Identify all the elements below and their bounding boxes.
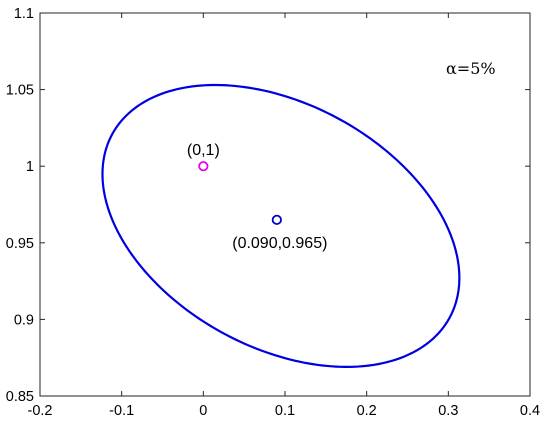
x-tick-label: 0.1 — [275, 403, 295, 419]
x-tick-labels: -0.2 -0.1 0 0.1 0.2 0.3 0.4 — [28, 403, 541, 419]
y-tick-label: 1.1 — [14, 6, 34, 22]
y-tick-label: 0.95 — [6, 236, 34, 252]
x-tick-label: 0 — [199, 403, 207, 419]
y-tick-labels: 0.85 0.9 0.95 1 1.05 1.1 — [6, 6, 34, 405]
x-tick-label: 0.4 — [520, 403, 540, 419]
data-point-label: (0.090,0.965) — [232, 235, 327, 252]
y-tick-label: 0.85 — [6, 389, 34, 405]
x-tick-label: 0.3 — [438, 403, 458, 419]
y-tick-label: 1 — [26, 159, 34, 175]
x-tick-label: -0.1 — [109, 403, 134, 419]
data-point-label: (0,1) — [187, 142, 220, 159]
x-tick-label: 0.2 — [357, 403, 377, 419]
alpha-annotation: α=5% — [446, 59, 496, 78]
y-tick-label: 0.9 — [14, 312, 34, 328]
y-tick-label: 1.05 — [6, 83, 34, 99]
x-tick-label: -0.2 — [28, 403, 53, 419]
